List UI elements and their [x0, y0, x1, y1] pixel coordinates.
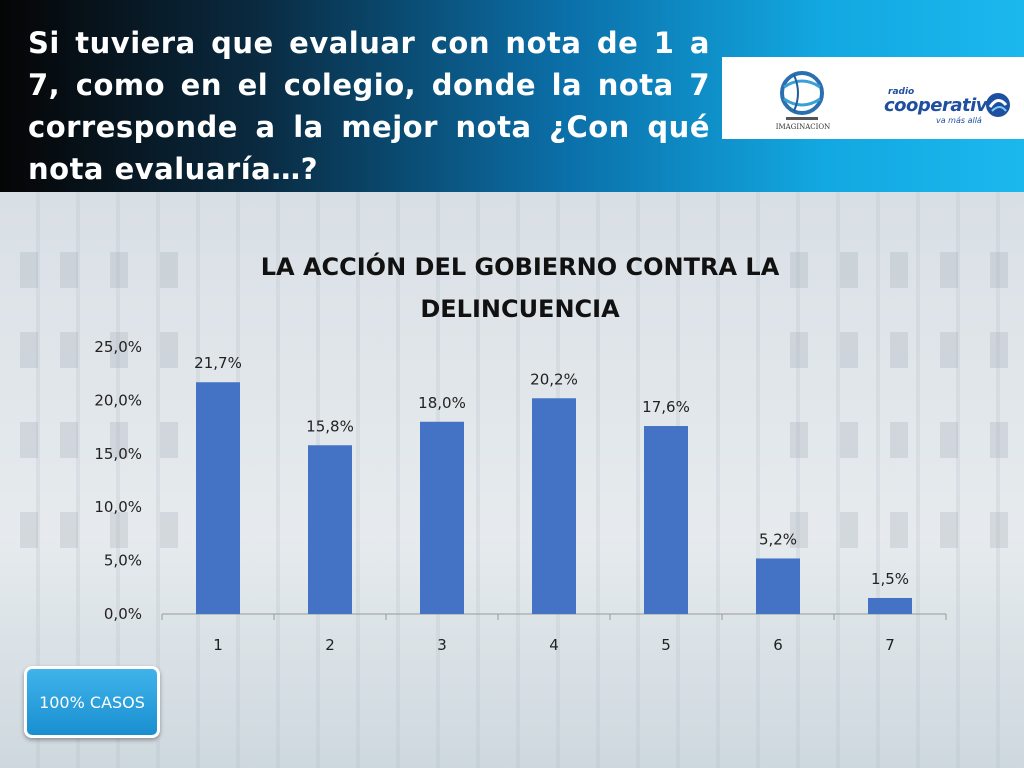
- background-window: [890, 512, 908, 548]
- background-window: [990, 512, 1008, 548]
- background-window: [890, 252, 908, 288]
- x-tick-label: 7: [885, 636, 895, 654]
- data-label: 18,0%: [418, 394, 466, 412]
- imaginacion-logo-text: IMAGINACION: [775, 123, 831, 131]
- background-image: [0, 192, 1024, 768]
- cooperativa-logo-tagline: va más allá: [936, 116, 982, 125]
- header-banner: Si tuviera que evaluar con nota de 1 a 7…: [0, 0, 1024, 192]
- background-window: [60, 252, 78, 288]
- background-window: [60, 512, 78, 548]
- background-window: [840, 512, 858, 548]
- background-window: [160, 332, 178, 368]
- y-tick-label: 0,0%: [104, 605, 142, 623]
- background-window: [890, 332, 908, 368]
- background-window: [160, 252, 178, 288]
- x-tick-label: 6: [773, 636, 783, 654]
- background-window: [790, 332, 808, 368]
- background-window: [940, 512, 958, 548]
- bar: [308, 445, 352, 614]
- bar: [756, 558, 800, 614]
- sample-size-label: 100% CASOS: [39, 692, 145, 712]
- background-window: [790, 252, 808, 288]
- bar: [644, 426, 688, 614]
- bar: [532, 398, 576, 614]
- y-tick-label: 20,0%: [94, 391, 142, 409]
- data-label: 15,8%: [306, 417, 354, 435]
- globe-icon: [780, 71, 824, 120]
- cooperativa-logo-name: cooperativa: [884, 95, 999, 116]
- y-tick-label: 10,0%: [94, 498, 142, 516]
- background-window: [990, 332, 1008, 368]
- imaginacion-logo: [772, 65, 832, 135]
- background-window: [940, 422, 958, 458]
- data-label: 17,6%: [642, 398, 690, 416]
- data-label: 5,2%: [759, 530, 797, 548]
- x-tick-label: 5: [661, 636, 671, 654]
- data-label: 21,7%: [194, 354, 242, 372]
- cooperativa-logo: radio cooperativa va más allá: [884, 85, 1014, 125]
- background-window: [940, 332, 958, 368]
- background-window: [840, 252, 858, 288]
- cooperativa-logo-small: radio: [888, 87, 915, 97]
- background-window: [20, 332, 38, 368]
- background-window: [890, 422, 908, 458]
- background-window: [160, 512, 178, 548]
- background-window: [160, 422, 178, 458]
- background-window: [840, 332, 858, 368]
- swirl-icon: [986, 93, 1010, 117]
- y-tick-label: 5,0%: [104, 552, 142, 570]
- background-window: [110, 422, 128, 458]
- background-window: [60, 332, 78, 368]
- x-tick-label: 2: [325, 636, 335, 654]
- background-window: [20, 512, 38, 548]
- background-window: [790, 422, 808, 458]
- background-window: [840, 422, 858, 458]
- background-window: [110, 512, 128, 548]
- x-tick-label: 1: [213, 636, 223, 654]
- background-window: [60, 422, 78, 458]
- data-label: 1,5%: [871, 570, 909, 588]
- bar: [420, 421, 464, 614]
- background-window: [940, 252, 958, 288]
- x-tick-label: 3: [437, 636, 447, 654]
- y-tick-label: 15,0%: [94, 445, 142, 463]
- bar: [868, 597, 912, 614]
- background-window: [20, 252, 38, 288]
- background-window: [110, 332, 128, 368]
- background-window: [990, 422, 1008, 458]
- question-text: Si tuviera que evaluar con nota de 1 a 7…: [28, 26, 710, 186]
- x-tick-label: 4: [549, 636, 559, 654]
- data-label: 20,2%: [530, 370, 578, 388]
- background-window: [990, 252, 1008, 288]
- sample-size-badge: 100% CASOS: [24, 666, 160, 738]
- logo-panel: IMAGINACION radio cooperativa va más all…: [722, 57, 1024, 139]
- background-window: [110, 252, 128, 288]
- chart-title: LA ACCIÓN DEL GOBIERNO CONTRA LA DELINCU…: [260, 253, 780, 323]
- background-window: [790, 512, 808, 548]
- bar: [196, 382, 240, 614]
- y-tick-label: 25,0%: [94, 338, 142, 356]
- background-window: [20, 422, 38, 458]
